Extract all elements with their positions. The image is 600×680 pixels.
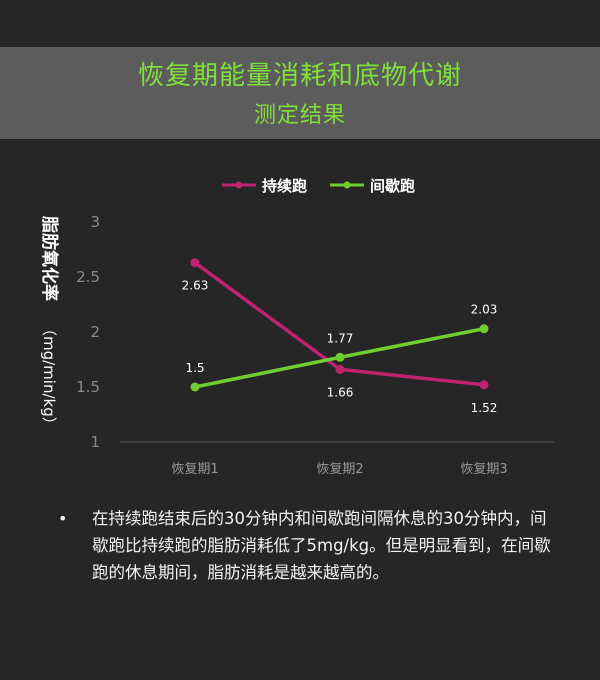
title-banner: 恢复期能量消耗和底物代谢 测定结果 [0,47,600,139]
y-axis-label-unit: （mg/min/kg） [40,321,58,432]
x-tick-label: 恢复期1 [171,462,218,477]
legend-marker [343,181,351,189]
x-tick-label: 恢复期3 [460,462,507,477]
y-tick-label: 2 [90,323,100,341]
y-tick-label: 1 [90,433,100,451]
data-label: 1.5 [185,361,204,375]
bullet-icon: • [58,509,68,528]
note-paragraph: • 在持续跑结束后的30分钟内和间歇跑间隔休息的30分钟内，间歇跑比持续跑的脂肪… [58,505,562,586]
y-tick-label: 3 [90,213,100,231]
page-title: 恢复期能量消耗和底物代谢 [137,61,462,91]
data-point [479,324,489,334]
data-label: 1.66 [327,385,354,399]
y-axis-label-main: 脂肪氧化率 [39,216,60,301]
legend-marker [235,181,243,189]
data-point [190,382,200,392]
y-tick-label: 2.5 [76,268,100,286]
data-point [335,352,345,362]
data-point [335,364,345,374]
data-label: 1.52 [471,401,498,415]
legend-label: 持续跑 [262,177,307,195]
y-axis-label: 脂肪氧化率 （mg/min/kg） [39,216,60,432]
data-label: 2.63 [182,279,209,293]
legend-label: 间歇跑 [370,177,415,195]
data-point [190,258,200,268]
page-subtitle: 测定结果 [253,103,346,128]
data-point [479,380,489,390]
x-tick-label: 恢复期2 [316,462,363,477]
data-label: 2.03 [471,303,498,317]
data-label: 1.77 [327,331,354,345]
y-tick-label: 1.5 [76,378,100,396]
note-text: 在持续跑结束后的30分钟内和间歇跑间隔休息的30分钟内，间歇跑比持续跑的脂肪消耗… [92,509,551,582]
